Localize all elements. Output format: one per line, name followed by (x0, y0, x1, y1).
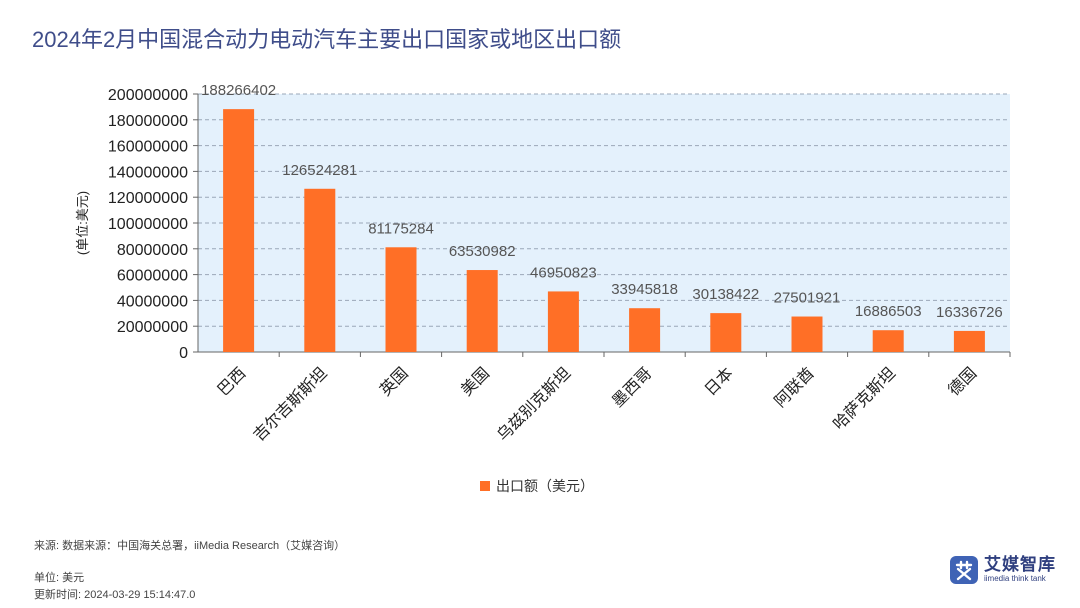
x-tick-label: 巴西 (215, 365, 250, 400)
bar (629, 308, 661, 352)
y-tick-label: 40000000 (117, 293, 188, 310)
data-label: 16886503 (855, 303, 922, 320)
bar (791, 316, 823, 352)
data-label: 30138422 (692, 286, 759, 303)
x-tick-label: 哈萨克斯坦 (830, 364, 899, 433)
y-tick-label: 120000000 (108, 190, 188, 207)
bar (953, 330, 985, 352)
data-label: 46950823 (530, 264, 597, 281)
y-tick-label: 100000000 (108, 216, 188, 233)
x-tick-label: 美国 (458, 364, 493, 399)
bar (304, 188, 336, 352)
x-tick-label: 阿联酋 (771, 364, 818, 411)
y-tick-label: 80000000 (117, 242, 188, 259)
x-tick-label: 日本 (701, 364, 736, 399)
y-tick-label: 0 (179, 345, 188, 362)
bar (466, 270, 498, 352)
footer-updated: 更新时间: 2024-03-29 15:14:47.0 (34, 589, 196, 601)
logo-name-cn: 艾媒智库 (984, 555, 1056, 574)
y-axis-label: (单位:美元) (75, 191, 90, 255)
data-label: 63530982 (449, 243, 516, 260)
data-label: 126524281 (282, 162, 357, 179)
y-tick-label: 200000000 (108, 87, 188, 104)
data-label: 81175284 (368, 220, 434, 237)
x-tick-label: 德国 (945, 364, 980, 399)
x-tick-label: 墨西哥 (609, 365, 655, 411)
y-tick-label: 140000000 (108, 164, 188, 181)
y-tick-label: 60000000 (117, 268, 188, 285)
data-label: 188266402 (201, 82, 276, 99)
bar (710, 313, 742, 352)
data-label: 27501921 (774, 290, 841, 307)
bar-chart: 0 20000000 40000000 60000000 80000000 1000000… (75, 82, 1011, 445)
footer-unit: 单位: 美元 (34, 572, 85, 584)
x-tick-label: 乌兹别克斯坦 (494, 364, 575, 445)
y-tick-label: 160000000 (108, 139, 188, 156)
chart-legend: 出口额（美元） (480, 476, 594, 496)
bar (547, 291, 579, 352)
bar (385, 247, 417, 352)
brand-logo: 艾媒智库 iimedia think tank (950, 556, 1056, 584)
y-tick-label: 20000000 (117, 319, 188, 336)
iimedia-logo-icon (950, 556, 978, 584)
x-tick-label: 吉尔吉斯斯坦 (250, 364, 331, 445)
data-label: 16336726 (936, 304, 1003, 321)
data-label: 33945818 (611, 281, 678, 298)
bar (872, 330, 904, 352)
y-tick-label: 180000000 (108, 113, 188, 130)
legend-swatch (480, 481, 490, 491)
logo-name-en: iimedia think tank (984, 574, 1046, 583)
bar (223, 109, 255, 352)
legend-label: 出口额（美元） (496, 478, 594, 494)
x-tick-label: 英国 (376, 364, 411, 399)
footer-source: 来源: 数据来源：中国海关总署，iiMedia Research（艾媒咨询） (34, 540, 346, 552)
page-title: 2024年2月中国混合动力电动汽车主要出口国家或地区出口额 (32, 27, 622, 52)
